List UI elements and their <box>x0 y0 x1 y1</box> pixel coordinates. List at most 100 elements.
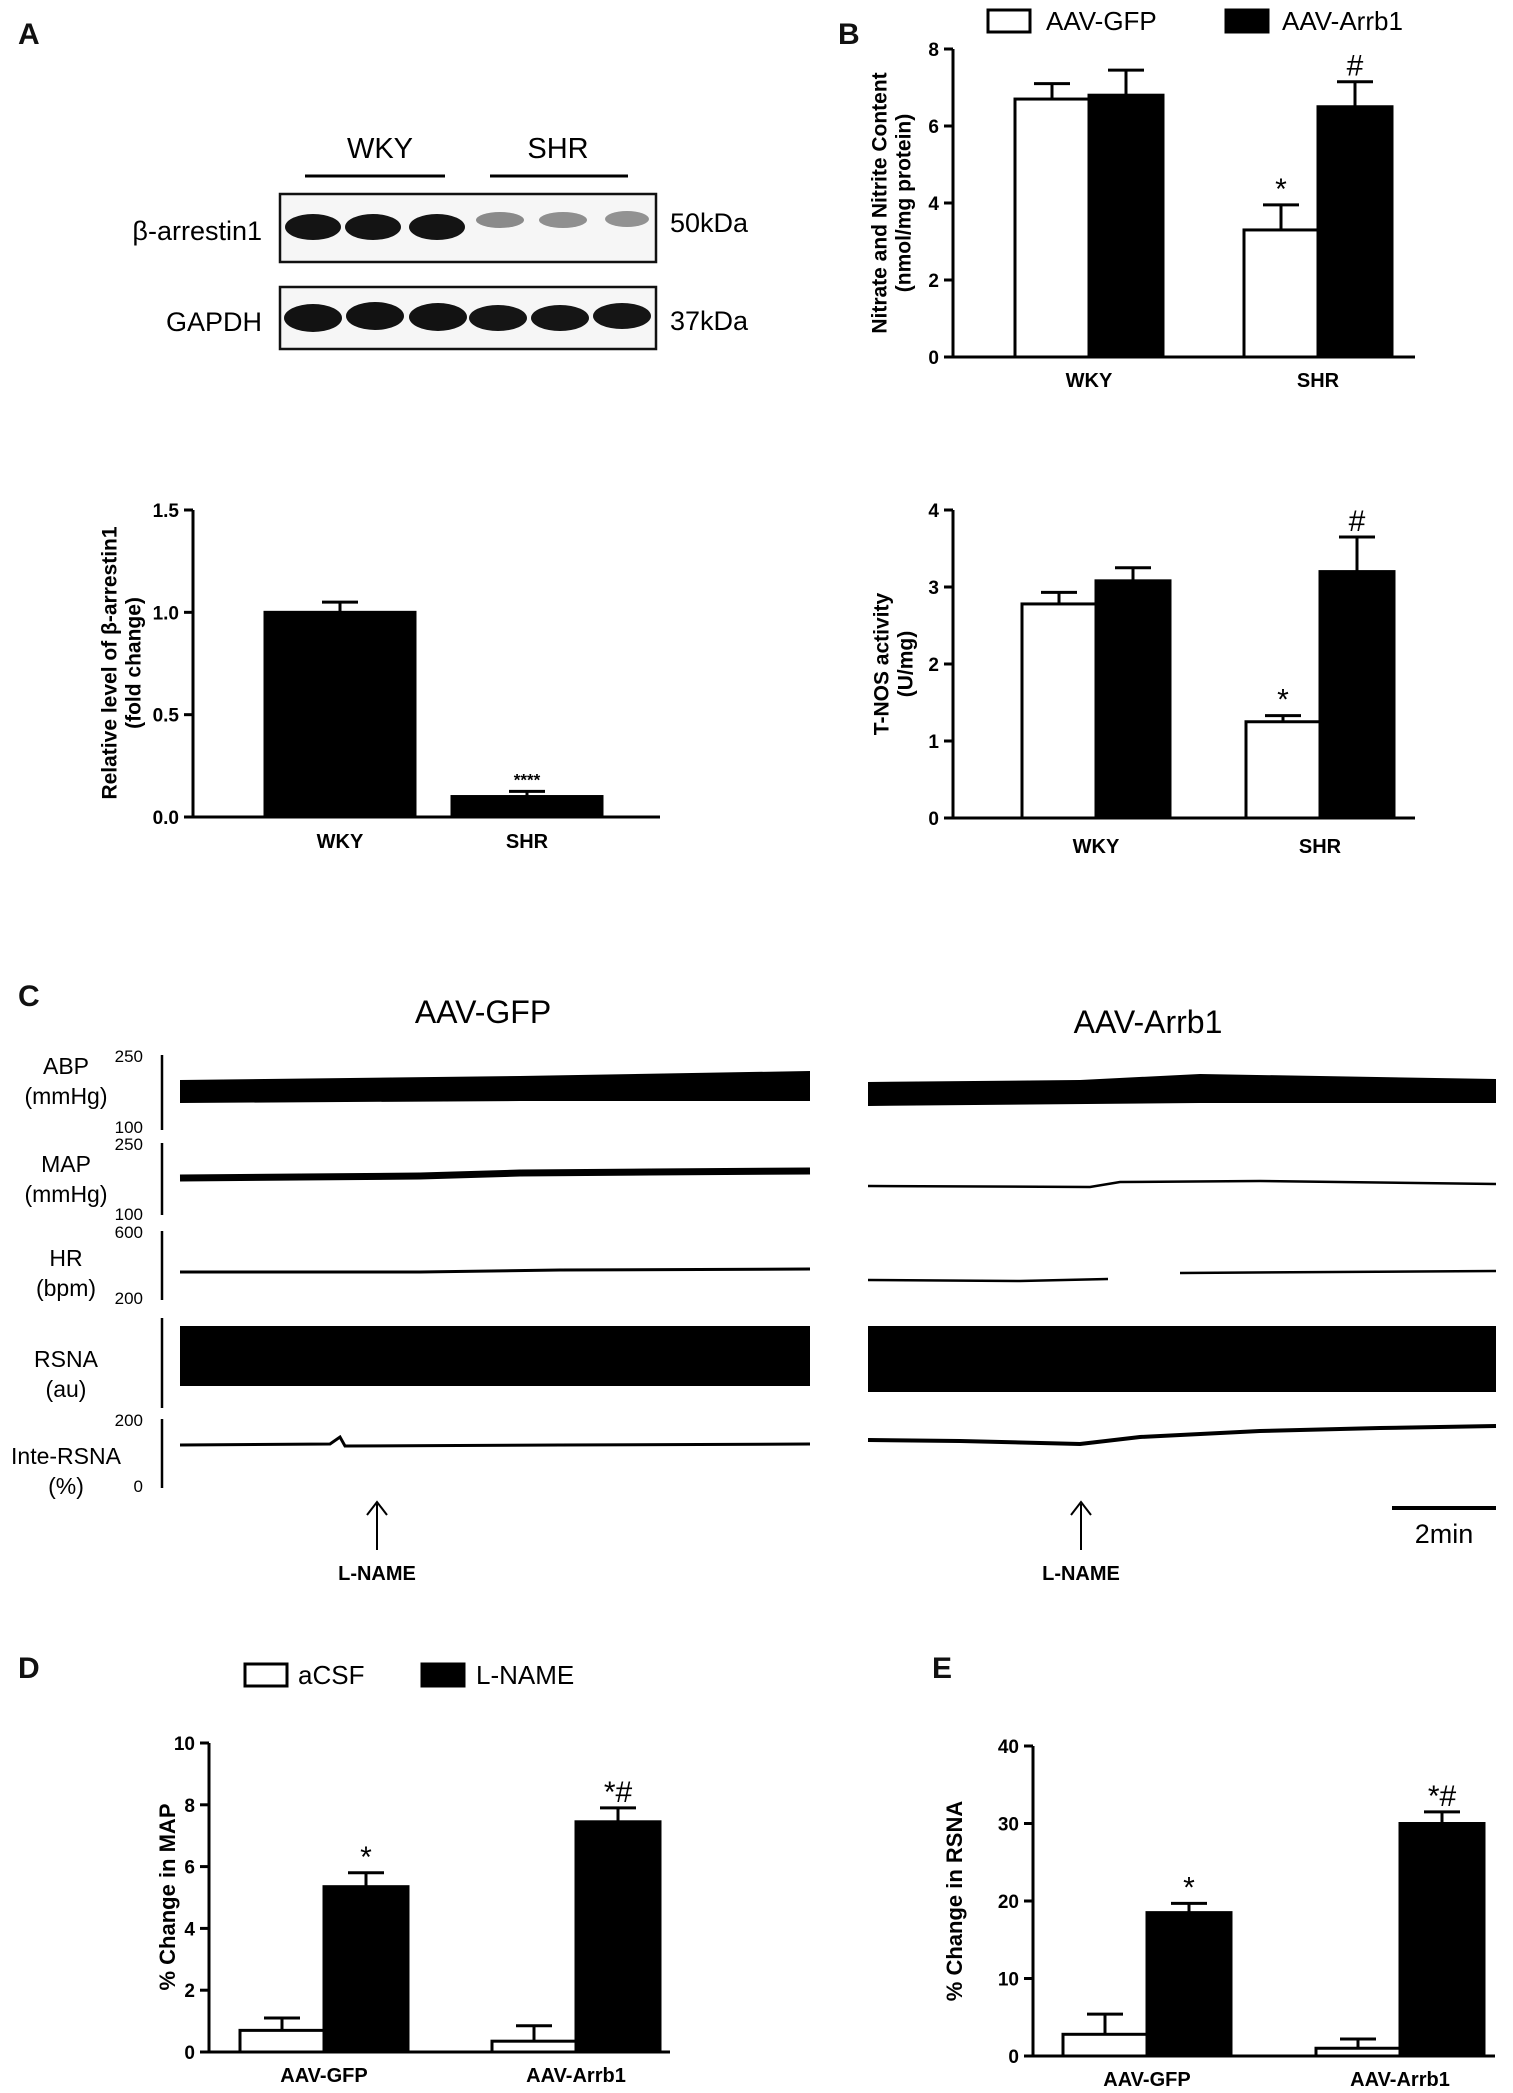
x-tick-label: AAV-GFP <box>1103 2069 1190 2091</box>
legend-swatch-aav-gfp <box>986 8 1032 34</box>
blot-band <box>284 304 342 332</box>
bar <box>322 1885 410 2054</box>
channel-name-hr: HR <box>49 1245 82 1271</box>
channel-unit-map: (mmHg) <box>24 1181 107 1207</box>
trace-hr-gfp <box>180 1267 811 1274</box>
bar <box>1318 570 1396 820</box>
y-tick-label: 2 <box>928 271 939 292</box>
y-tick-label: 6 <box>184 1858 195 1879</box>
legend-b: AAV-GFP AAV-Arrb1 <box>986 6 1403 36</box>
l-name-label-gfp: L-NAME <box>338 1563 416 1585</box>
y-tick-label: 1 <box>928 732 939 753</box>
significance-marker: # <box>1347 50 1364 83</box>
bar <box>574 1820 662 2054</box>
x-tick-label: WKY <box>1066 370 1113 392</box>
legend-label-acsf: aCSF <box>298 1660 364 1690</box>
y-axis-label: Relative level of β-arrestin1(fold chang… <box>98 526 145 799</box>
significance-marker: * <box>1277 684 1289 717</box>
panel-label-a: A <box>18 18 40 51</box>
significance-marker: # <box>1349 505 1366 538</box>
x-tick-label: AAV-Arrb1 <box>526 2065 626 2087</box>
blot-band <box>593 303 651 329</box>
scale-bottom-hr: 200 <box>115 1289 143 1308</box>
y-axis-label-line: Relative level of β-arrestin1 <box>98 526 121 799</box>
legend-swatch-l-name <box>420 1662 466 1688</box>
y-axis-label: T-NOS activity(U/mg) <box>870 592 917 735</box>
trace-rsna-gfp <box>180 1326 810 1386</box>
y-tick-label: 0.0 <box>153 808 179 829</box>
blot-band <box>469 305 527 331</box>
y-tick-label: 6 <box>928 117 939 138</box>
legend-swatch-acsf <box>243 1662 289 1688</box>
l-name-label-arrb1: L-NAME <box>1042 1563 1120 1585</box>
blot-band <box>409 214 465 240</box>
bar <box>1094 579 1172 820</box>
blot-strip-gapdh <box>278 285 658 351</box>
channel-unit-rsna: (au) <box>46 1376 87 1402</box>
trace-map-arrb1 <box>867 1179 1497 1189</box>
legend-swatch-aav-arrb1 <box>1224 8 1270 34</box>
blot-band <box>409 303 467 331</box>
chart-a-bar: 0.0 0.5 1.0 1.5 Relative level of β-arrestin… <box>98 501 660 853</box>
chart-d: 0 2 4 6 8 10 % Change in MAP AAV-GFP AAV-Arrb1 * *… <box>155 1734 670 2087</box>
y-axis-label-line: (fold change) <box>123 597 146 729</box>
bar <box>1314 2046 1402 2058</box>
trace-inte-rsna-arrb1 <box>867 1424 1497 1447</box>
y-axis-label: % Change in MAP <box>155 1803 180 1990</box>
l-name-arrowhead-gfp <box>366 1500 388 1516</box>
channel-unit-hr: (bpm) <box>36 1275 96 1301</box>
blot-row-label-arrestin: β-arrestin1 <box>132 216 262 246</box>
trace-map-gfp <box>179 1167 811 1182</box>
bar <box>1244 720 1322 820</box>
blot-band <box>285 214 341 240</box>
y-tick-label: 8 <box>184 1796 195 1817</box>
y-axis-label-line: Nitrate and Nitrite Content <box>868 72 891 333</box>
x-tick-label: WKY <box>317 831 364 853</box>
trace-abp-arrb1 <box>868 1074 1496 1106</box>
y-tick-label: 8 <box>928 40 939 61</box>
bar <box>238 2028 326 2054</box>
significance-marker: * <box>1183 1871 1195 1904</box>
scale-top-abp: 250 <box>115 1047 143 1066</box>
blot-size-gapdh: 37kDa <box>670 306 749 336</box>
significance-marker: * <box>1275 173 1287 206</box>
legend-d: aCSF L-NAME <box>243 1660 574 1690</box>
scale-top-hr: 600 <box>115 1223 143 1242</box>
scale-bottom-map: 100 <box>115 1205 143 1224</box>
scale-bottom-inte-rsna: 0 <box>134 1477 143 1496</box>
bar <box>1013 97 1091 359</box>
scale-top-map: 250 <box>115 1135 143 1154</box>
channel-unit-abp: (mmHg) <box>24 1083 107 1109</box>
channel-unit-inte-rsna: (%) <box>48 1473 84 1499</box>
trace-inte-rsna-gfp <box>179 1434 811 1448</box>
blot-band <box>539 212 587 228</box>
time-scale-label: 2min <box>1415 1519 1474 1549</box>
channel-name-inte-rsna: Inte-RSNA <box>11 1443 122 1469</box>
bar <box>1087 93 1165 359</box>
chart-b-bottom: 0 1 2 3 4 T-NOS activity(U/mg) WKY SHR * # <box>870 501 1415 858</box>
y-axis-label-line: (nmol/mg protein) <box>893 114 916 292</box>
bar <box>263 610 417 819</box>
y-tick-label: 4 <box>928 194 939 215</box>
channel-name-rsna: RSNA <box>34 1346 99 1372</box>
l-name-arrowhead-arrb1 <box>1070 1500 1092 1516</box>
bar <box>1061 2032 1149 2058</box>
y-tick-label: 10 <box>998 1970 1019 1991</box>
y-tick-label: 0 <box>928 348 939 369</box>
y-tick-label: 4 <box>184 1919 195 1940</box>
trace-title-aav-arrb1: AAV-Arrb1 <box>1074 1004 1223 1040</box>
y-tick-label: 0.5 <box>153 706 180 727</box>
x-tick-label: SHR <box>1299 836 1342 858</box>
trace-abp-gfp <box>180 1071 810 1103</box>
blot-band <box>476 212 524 228</box>
chart-b-top: 0 2 4 6 8 Nitrate and Nitrite Content(nmol/mg… <box>868 40 1415 392</box>
significance-marker: *# <box>1428 1780 1457 1813</box>
blot-size-arrestin: 50kDa <box>670 208 749 238</box>
y-tick-label: 2 <box>184 1981 195 2002</box>
trace-hr-arrb1 <box>867 1269 1497 1283</box>
blot-band <box>345 214 401 240</box>
legend-label-aav-arrb1: AAV-Arrb1 <box>1282 6 1403 36</box>
y-tick-label: 3 <box>928 578 939 599</box>
panel-label-d: D <box>18 1652 40 1685</box>
